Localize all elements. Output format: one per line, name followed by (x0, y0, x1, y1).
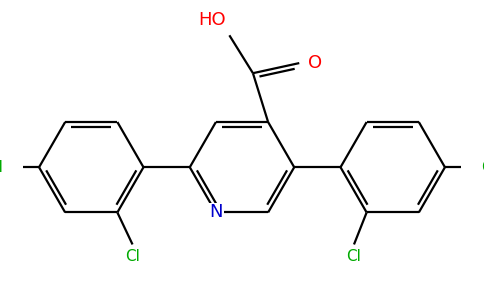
Text: Cl: Cl (347, 249, 362, 264)
Text: Cl: Cl (481, 160, 484, 175)
Text: N: N (209, 203, 223, 221)
Text: HO: HO (198, 11, 226, 28)
Text: Cl: Cl (0, 160, 3, 175)
Text: O: O (308, 54, 322, 72)
Text: Cl: Cl (125, 249, 140, 264)
